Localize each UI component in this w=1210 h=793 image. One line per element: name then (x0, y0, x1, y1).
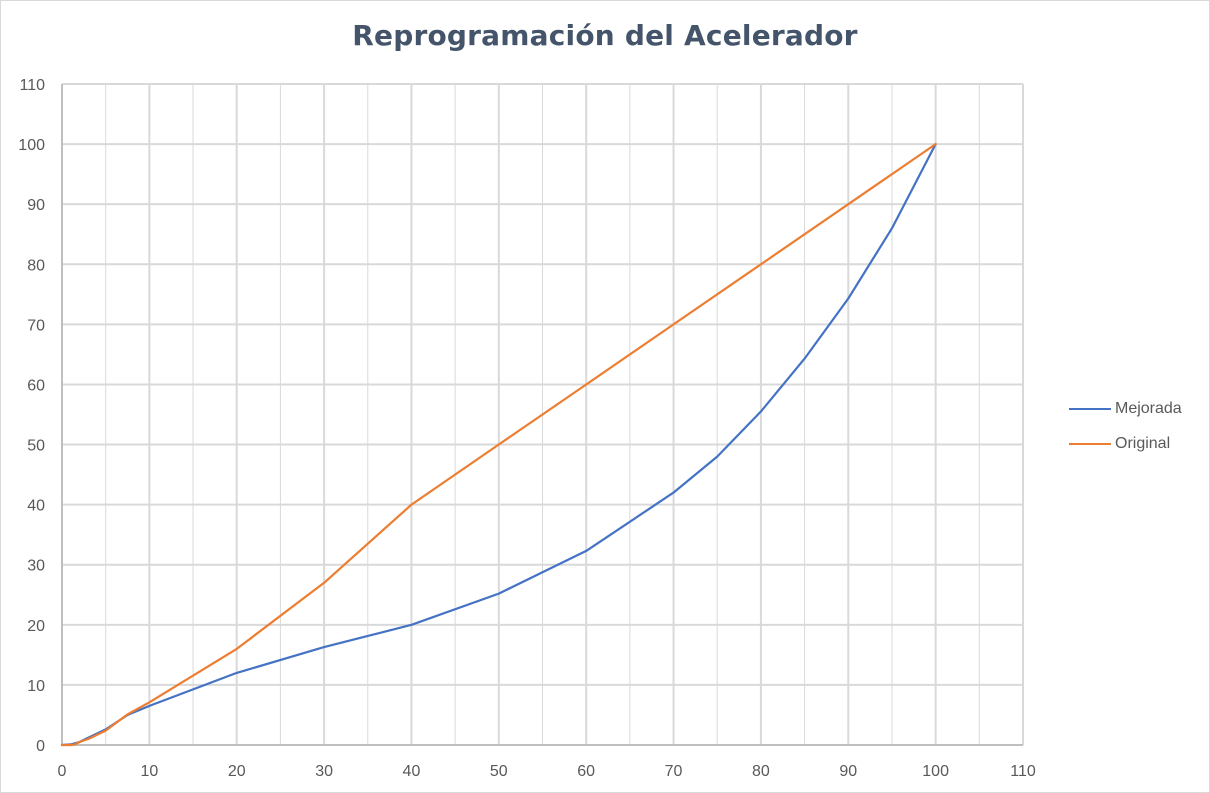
y-tick-label: 80 (27, 257, 45, 274)
x-tick-label: 60 (577, 763, 595, 780)
y-tick-label: 0 (36, 738, 45, 755)
y-tick-label: 70 (27, 317, 45, 334)
axes (61, 84, 1023, 746)
grid-lines (62, 83, 1024, 745)
y-tick-label: 60 (27, 377, 45, 394)
y-tick-label: 40 (27, 498, 45, 515)
chart-title: Reprogramación del Acelerador (352, 19, 858, 52)
series-line-original (60, 143, 937, 747)
legend-label-original: Original (1115, 435, 1171, 452)
y-tick-label: 20 (27, 618, 45, 635)
x-tick-label: 50 (490, 763, 508, 780)
y-tick-label: 50 (27, 438, 45, 455)
x-tick-label: 20 (228, 763, 246, 780)
x-tick-label: 90 (839, 763, 857, 780)
x-tick-label: 10 (140, 763, 158, 780)
x-tick-label: 30 (315, 763, 333, 780)
tick-labels: 0 10 20 30 40 50 60 70 80 90 100 110 0 10 20 30 40 50 60 70… (18, 77, 1036, 780)
series-lines (60, 143, 937, 747)
x-tick-label: 0 (58, 763, 67, 780)
x-tick-label: 70 (665, 763, 683, 780)
y-tick-label: 110 (19, 77, 45, 94)
legend: Mejorada Original (1069, 397, 1182, 467)
legend-item-mejorada: Mejorada (1069, 397, 1182, 421)
y-tick-label: 100 (18, 137, 45, 154)
y-tick-label: 90 (27, 197, 45, 214)
x-tick-label: 110 (1010, 763, 1036, 780)
y-tick-label: 10 (27, 678, 45, 695)
legend-swatch-mejorada (1069, 408, 1111, 410)
x-tick-label: 80 (752, 763, 770, 780)
x-tick-label: 100 (922, 763, 949, 780)
x-tick-label: 40 (403, 763, 421, 780)
legend-item-original: Original (1069, 432, 1182, 456)
legend-swatch-original (1069, 443, 1111, 445)
legend-label-mejorada: Mejorada (1115, 400, 1182, 417)
y-tick-label: 30 (27, 558, 45, 575)
